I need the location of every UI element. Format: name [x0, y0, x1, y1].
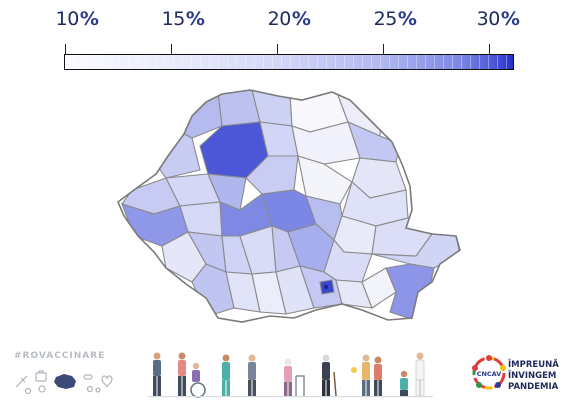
man-icon	[153, 352, 161, 396]
legend-label-25: 25%	[373, 8, 417, 30]
legend-label-15: 15%	[161, 8, 205, 30]
elderly-man-icon	[248, 354, 256, 396]
legend-tick	[277, 44, 278, 55]
legend-label-10: 10%	[55, 8, 99, 30]
nurse-icon	[222, 354, 230, 396]
logo-icon: CNCAV	[472, 355, 506, 390]
color-scale-bar	[64, 54, 514, 70]
syringe-icon	[15, 375, 28, 388]
ground-line	[148, 396, 433, 398]
medical-bag-icon	[35, 370, 47, 382]
choropleth-map	[117, 89, 461, 323]
logo-ring-text: CNCAV	[477, 370, 502, 378]
county	[297, 155, 353, 205]
couple-icon	[362, 354, 382, 396]
legend-label-30: 30%	[476, 8, 520, 30]
logo-slogan: ÎMPREUNĂ ÎNVINGEM PANDEMIA	[508, 360, 559, 393]
legend-tick	[383, 44, 384, 55]
elderly-cane-icon	[322, 354, 357, 397]
mini-icon-row	[15, 370, 113, 395]
logo-line-3: PANDEMIA	[508, 382, 559, 392]
color-legend: 10% 15% 20% 25% 30%	[0, 0, 575, 80]
people-illustration	[148, 352, 433, 398]
capital-marker	[323, 284, 329, 290]
stethoscope-icon	[38, 385, 46, 393]
footer: #ROVACCINARE	[0, 340, 575, 405]
legend-tick	[489, 44, 490, 55]
doctor-icon	[400, 352, 425, 397]
legend-tick	[65, 44, 66, 55]
logo-line-1: ÎMPREUNĂ	[508, 360, 559, 370]
country-map-icon	[54, 374, 76, 389]
elderly-walker-icon	[284, 358, 305, 396]
pills-icon	[83, 374, 93, 380]
county	[245, 155, 299, 195]
virus-icon	[24, 387, 32, 395]
caregiver-wheelchair-icon	[178, 352, 206, 398]
country-border	[117, 89, 461, 323]
legend-tick	[171, 44, 172, 55]
county	[175, 91, 223, 139]
logo-line-2: ÎNVINGEM	[508, 371, 557, 381]
legend-label-20: 20%	[267, 8, 311, 30]
hashtag-label: #ROVACCINARE	[14, 351, 106, 361]
heart-icon	[101, 375, 113, 388]
